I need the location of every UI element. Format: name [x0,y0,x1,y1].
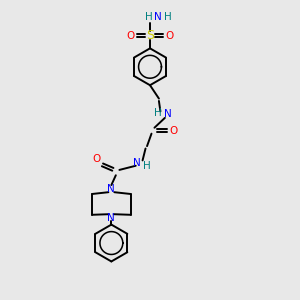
Text: N: N [107,213,115,223]
Text: H: H [154,108,162,118]
Text: N: N [133,158,140,168]
Text: O: O [165,31,173,40]
Text: O: O [92,154,101,164]
Text: S: S [146,29,154,42]
Text: N: N [107,184,115,194]
Text: H: H [143,161,151,171]
Text: H: H [145,12,152,22]
Text: N: N [164,109,172,119]
Text: N: N [154,12,162,22]
Text: O: O [170,126,178,136]
Text: O: O [127,31,135,40]
Text: H: H [164,12,172,22]
